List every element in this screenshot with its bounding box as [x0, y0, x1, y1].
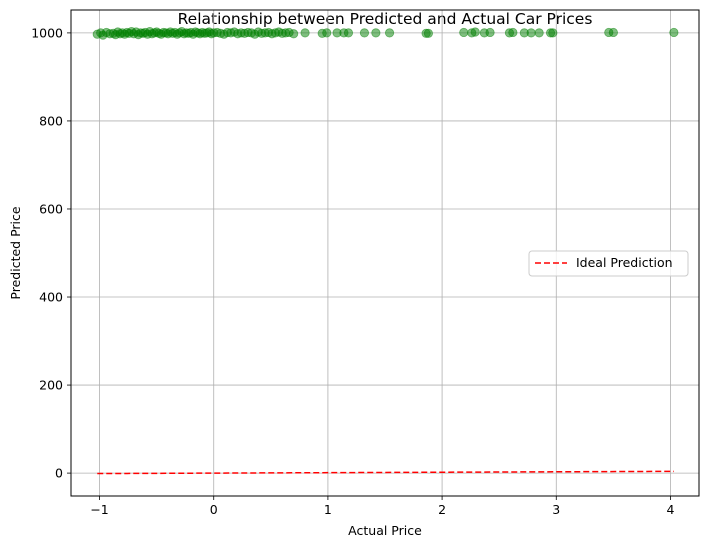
scatter-point — [423, 28, 433, 38]
x-tick-label: 1 — [324, 502, 332, 517]
legend-box — [528, 250, 689, 277]
scatter-point — [534, 28, 544, 38]
x-axis: −1 0 1 2 3 4 — [90, 496, 674, 517]
scatter-point — [470, 27, 480, 37]
y-tick-label: 0 — [55, 466, 63, 481]
y-tick-label: 600 — [39, 201, 63, 216]
legend: Ideal Prediction — [528, 250, 689, 277]
x-axis-label: Actual Price — [348, 523, 422, 538]
scatter-point — [343, 28, 354, 38]
scatter-point — [371, 28, 381, 38]
scatter-point — [359, 28, 370, 38]
x-tick-label: 4 — [666, 502, 674, 517]
y-tick-label: 400 — [39, 290, 63, 305]
x-tick-label: −1 — [90, 502, 108, 517]
scatter-point — [322, 28, 332, 38]
scatter-point — [608, 27, 618, 38]
x-tick-label: 0 — [210, 502, 218, 517]
scatter-point — [459, 27, 469, 38]
y-tick-label: 800 — [39, 113, 63, 128]
plot-area-frame — [70, 9, 700, 497]
legend-ideal-line-label: Ideal Prediction — [576, 255, 673, 270]
ideal-line-layer — [97, 470, 674, 475]
scatter-point — [548, 28, 558, 38]
chart-title: Relationship between Predicted and Actua… — [178, 10, 593, 28]
y-tick-label: 200 — [39, 378, 63, 393]
y-axis-label: Predicted Price — [8, 206, 23, 299]
scatter-points — [92, 26, 679, 40]
x-tick-label: 2 — [438, 502, 446, 517]
y-tick-label: 1000 — [31, 25, 63, 40]
scatter-point — [289, 29, 299, 39]
scatter-point — [669, 27, 679, 38]
scatter-point — [508, 27, 518, 38]
ideal-prediction-line — [97, 470, 674, 475]
scatter-point — [526, 28, 536, 38]
scatter-point — [384, 28, 395, 38]
y-axis: 0 200 400 600 800 1000 — [31, 25, 71, 481]
scatter-point — [485, 27, 495, 38]
scatter-point — [300, 28, 310, 38]
x-tick-label: 3 — [552, 502, 560, 517]
